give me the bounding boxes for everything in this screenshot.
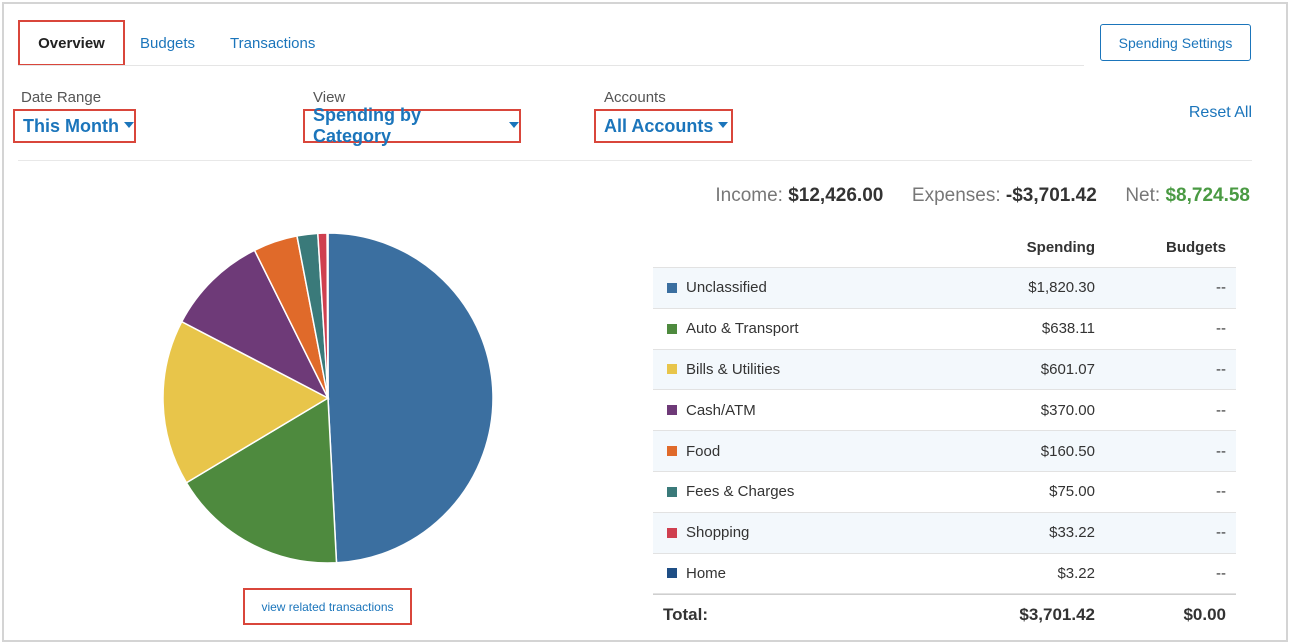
category-color-swatch	[667, 568, 677, 579]
spending-cell: $370.00	[1040, 401, 1095, 419]
spending-cell: $75.00	[1049, 483, 1095, 501]
total-spending: $3,701.42	[1019, 604, 1095, 624]
accounts-label: Accounts	[604, 89, 666, 106]
table-row[interactable]: Shopping $33.22 --	[653, 512, 1236, 554]
income-amount: $12,426.00	[788, 185, 884, 206]
spending-cell: $160.50	[1040, 442, 1095, 460]
category-cell: Home	[653, 565, 935, 582]
view-dropdown[interactable]: Spending by Category	[303, 105, 521, 146]
category-cell: Shopping	[653, 524, 935, 541]
tab-budgets[interactable]: Budgets	[140, 34, 196, 52]
view-value: Spending by Category	[313, 105, 421, 146]
category-table: Spending Budgets Unclassified $1,820.30 --…	[653, 228, 1236, 634]
category-color-swatch	[667, 364, 677, 375]
accounts-dropdown[interactable]: All Accounts	[594, 109, 733, 143]
category-name: Cash/ATM	[686, 401, 756, 419]
spending-cell: $3.22	[1057, 564, 1095, 582]
table-body: Unclassified $1,820.30 -- Auto & Transport $…	[653, 268, 1236, 595]
spending-pie-chart[interactable]	[150, 220, 510, 580]
table-row[interactable]: Bills & Utilities $601.07 --	[653, 349, 1236, 391]
category-name: Food	[686, 442, 721, 460]
category-color-swatch	[667, 282, 677, 293]
pie-slice-auto-transport[interactable]	[185, 396, 338, 564]
category-color-swatch	[667, 446, 677, 457]
date-range-value: This Month	[23, 115, 119, 136]
total-budget: $0.00	[1183, 604, 1226, 624]
budgets-column-header[interactable]: Budgets	[1166, 239, 1226, 256]
table-row[interactable]: Fees & Charges $75.00 --	[653, 472, 1236, 513]
category-name: Auto & Transport	[686, 320, 799, 338]
net-label: Net:	[1125, 185, 1161, 206]
pie-slice-unclassified[interactable]	[327, 232, 494, 564]
budget-cell: --	[1216, 320, 1226, 338]
date-range-label: Date Range	[21, 89, 102, 106]
table-row[interactable]: Home $3.22 --	[653, 554, 1236, 595]
category-name: Fees & Charges	[686, 483, 795, 501]
table-row[interactable]: Auto & Transport $638.11 --	[653, 309, 1236, 350]
income-label: Income:	[715, 185, 783, 206]
reset-all-link[interactable]: Reset All	[1188, 104, 1252, 121]
spending-cell: $33.22	[1049, 524, 1095, 542]
caret-down-icon	[123, 122, 134, 128]
caret-down-icon	[509, 122, 519, 128]
expenses-amount: -$3,701.42	[1005, 185, 1097, 206]
spending-settings-button[interactable]: Spending Settings	[1100, 24, 1251, 61]
table-row[interactable]: Unclassified $1,820.30 --	[653, 268, 1236, 309]
category-cell: Cash/ATM	[653, 402, 935, 419]
pie-slice-bills-utilities[interactable]	[162, 320, 330, 484]
spending-cell: $1,820.30	[1028, 279, 1095, 297]
table-row[interactable]: Cash/ATM $370.00 --	[653, 390, 1236, 432]
budget-cell: --	[1216, 360, 1226, 378]
budget-cell: --	[1216, 279, 1226, 297]
budget-cell: --	[1216, 524, 1226, 542]
category-cell: Fees & Charges	[653, 483, 935, 500]
spending-column-header[interactable]: Spending	[1026, 239, 1095, 256]
category-cell: Unclassified	[653, 279, 935, 296]
table-row[interactable]: Food $160.50 --	[653, 431, 1236, 472]
income-expense-summary: Income: $12,426.00 Expenses: -$3,701.42 …	[715, 185, 1250, 207]
tab-divider	[18, 65, 1084, 66]
caret-down-icon	[718, 122, 729, 128]
tab-transactions[interactable]: Transactions	[230, 34, 316, 52]
budget-cell: --	[1216, 564, 1226, 582]
category-color-swatch	[667, 527, 677, 538]
total-label: Total:	[663, 604, 709, 624]
budget-cell: --	[1216, 483, 1226, 501]
category-cell: Auto & Transport	[653, 320, 935, 337]
view-label: View	[313, 89, 346, 106]
category-cell: Food	[653, 443, 935, 460]
net-amount: $8,724.58	[1165, 185, 1250, 206]
category-name: Bills & Utilities	[686, 360, 781, 378]
tab-overview[interactable]: Overview	[18, 20, 125, 66]
category-color-swatch	[667, 486, 677, 497]
category-color-swatch	[667, 405, 677, 416]
filter-divider	[18, 160, 1252, 161]
pie-slice-home[interactable]	[326, 232, 329, 399]
table-total-row: Total: $3,701.42 $0.00	[653, 594, 1236, 634]
category-name: Home	[686, 564, 727, 582]
category-cell: Bills & Utilities	[653, 361, 935, 378]
budget-cell: --	[1216, 401, 1226, 419]
category-color-swatch	[667, 323, 677, 334]
date-range-dropdown[interactable]: This Month	[13, 109, 136, 143]
category-name: Shopping	[686, 524, 750, 542]
accounts-value: All Accounts	[604, 115, 714, 136]
pie-slice-cash-atm[interactable]	[180, 249, 330, 400]
view-related-transactions-link[interactable]: view related transactions	[243, 588, 412, 625]
category-name: Unclassified	[686, 279, 767, 297]
spending-cell: $638.11	[1041, 320, 1095, 338]
table-header: Spending Budgets	[653, 228, 1236, 268]
budget-cell: --	[1216, 442, 1226, 460]
spending-cell: $601.07	[1040, 360, 1095, 378]
expenses-label: Expenses:	[911, 185, 1001, 206]
tab-bar: Overview Budgets Transactions	[18, 20, 315, 66]
